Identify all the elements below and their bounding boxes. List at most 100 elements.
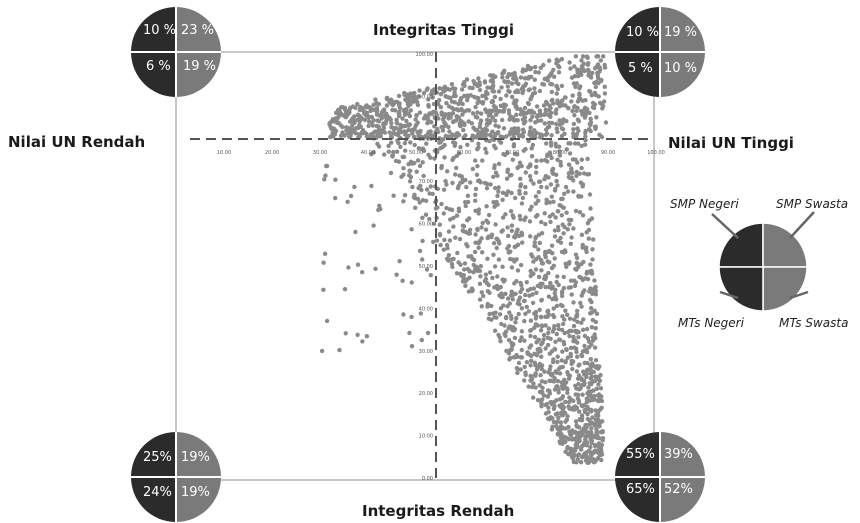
scatter-point: [398, 144, 403, 149]
scatter-point: [538, 65, 543, 71]
scatter-point: [346, 265, 351, 270]
scatter-point: [543, 249, 548, 255]
scatter-point: [343, 331, 348, 336]
scatter-point: [415, 196, 421, 202]
scatter-point: [526, 309, 531, 314]
scatter-point: [386, 143, 391, 149]
scatter-point: [590, 247, 595, 252]
y-tick-label: 90.00: [419, 94, 433, 100]
scatter-point: [517, 188, 522, 194]
scatter-point: [519, 347, 524, 353]
scatter-point: [414, 113, 419, 118]
scatter-point: [532, 373, 537, 378]
scatter-point: [563, 399, 568, 405]
scatter-point: [426, 131, 431, 136]
scatter-point: [457, 236, 463, 242]
scatter-point: [436, 129, 441, 135]
scatter-point: [485, 235, 490, 241]
scatter-point: [553, 287, 558, 292]
scatter-point: [580, 98, 585, 103]
scatter-point: [571, 189, 576, 194]
scatter-point: [584, 400, 589, 405]
scatter-point: [579, 320, 584, 325]
scatter-point: [420, 215, 425, 220]
scatter-point: [554, 144, 559, 149]
scatter-point: [495, 193, 500, 199]
scatter-point: [347, 119, 353, 124]
scatter-point: [524, 111, 529, 116]
scatter-point: [552, 74, 557, 80]
scatter-point: [519, 201, 525, 206]
scatter-point: [579, 447, 584, 452]
legend-slice-mts-swasta: [762, 266, 808, 312]
scatter-point: [485, 301, 490, 307]
scatter-point: [554, 121, 559, 127]
scatter-point: [516, 298, 521, 303]
scatter-point: [401, 199, 406, 204]
scatter-point: [548, 378, 554, 383]
scatter-point: [571, 323, 577, 329]
scatter-point: [565, 329, 571, 335]
scatter-point: [528, 67, 533, 72]
pie-top-left: [131, 7, 221, 97]
scatter-point: [438, 242, 443, 248]
scatter-point: [566, 141, 571, 146]
scatter-point: [342, 133, 347, 138]
scatter-point: [555, 274, 560, 279]
slice-mts-swasta: [176, 52, 221, 97]
scatter-point: [420, 160, 425, 165]
pie-bl-smp-swasta-pct: 19%: [181, 450, 210, 465]
scatter-point: [550, 329, 556, 334]
scatter-point: [498, 339, 503, 344]
scatter-point: [587, 88, 592, 94]
scatter-point: [471, 270, 476, 275]
scatter-point: [417, 134, 423, 139]
scatter-point: [555, 101, 560, 106]
scatter-point: [557, 118, 562, 123]
scatter-point: [494, 236, 500, 241]
scatter-point: [534, 164, 539, 170]
scatter-point: [540, 397, 545, 402]
scatter-point: [577, 86, 582, 91]
scatter-point: [456, 206, 462, 211]
scatter-point: [523, 370, 528, 375]
scatter-point: [533, 201, 538, 206]
scatter-point: [507, 310, 512, 315]
scatter-point: [449, 82, 455, 87]
scatter-point: [567, 395, 572, 400]
scatter-point: [404, 110, 409, 115]
scatter-point: [433, 206, 439, 211]
pie-tr-smp-negeri-pct: 10 %: [626, 25, 660, 40]
scatter-point: [600, 436, 606, 441]
scatter-point: [594, 377, 599, 382]
scatter-point: [381, 123, 386, 128]
scatter-point: [579, 143, 584, 149]
scatter-point: [470, 166, 475, 172]
scatter-point: [554, 91, 559, 96]
scatter-point: [400, 116, 405, 121]
scatter-point: [574, 260, 580, 266]
scatter-point: [505, 246, 510, 251]
scatter-point: [589, 299, 594, 305]
scatter-point: [487, 311, 492, 317]
scatter-point: [585, 416, 590, 422]
scatter-point: [502, 323, 507, 328]
scatter-point: [592, 66, 598, 71]
scatter-point: [451, 119, 456, 125]
scatter-points: [319, 54, 609, 465]
scatter-point: [567, 316, 573, 321]
scatter-point: [491, 174, 496, 179]
scatter-point: [566, 171, 572, 176]
scatter-point: [531, 259, 536, 264]
scatter-point: [552, 234, 558, 239]
scatter-point: [533, 120, 538, 125]
scatter-point: [413, 117, 418, 122]
scatter-point: [592, 448, 598, 453]
scatter-point: [519, 335, 524, 340]
scatter-point: [406, 127, 411, 133]
scatter-point: [451, 215, 456, 221]
scatter-point: [456, 115, 461, 120]
scatter-point: [593, 319, 599, 325]
scatter-point: [421, 173, 426, 179]
scatter-point: [551, 406, 557, 411]
